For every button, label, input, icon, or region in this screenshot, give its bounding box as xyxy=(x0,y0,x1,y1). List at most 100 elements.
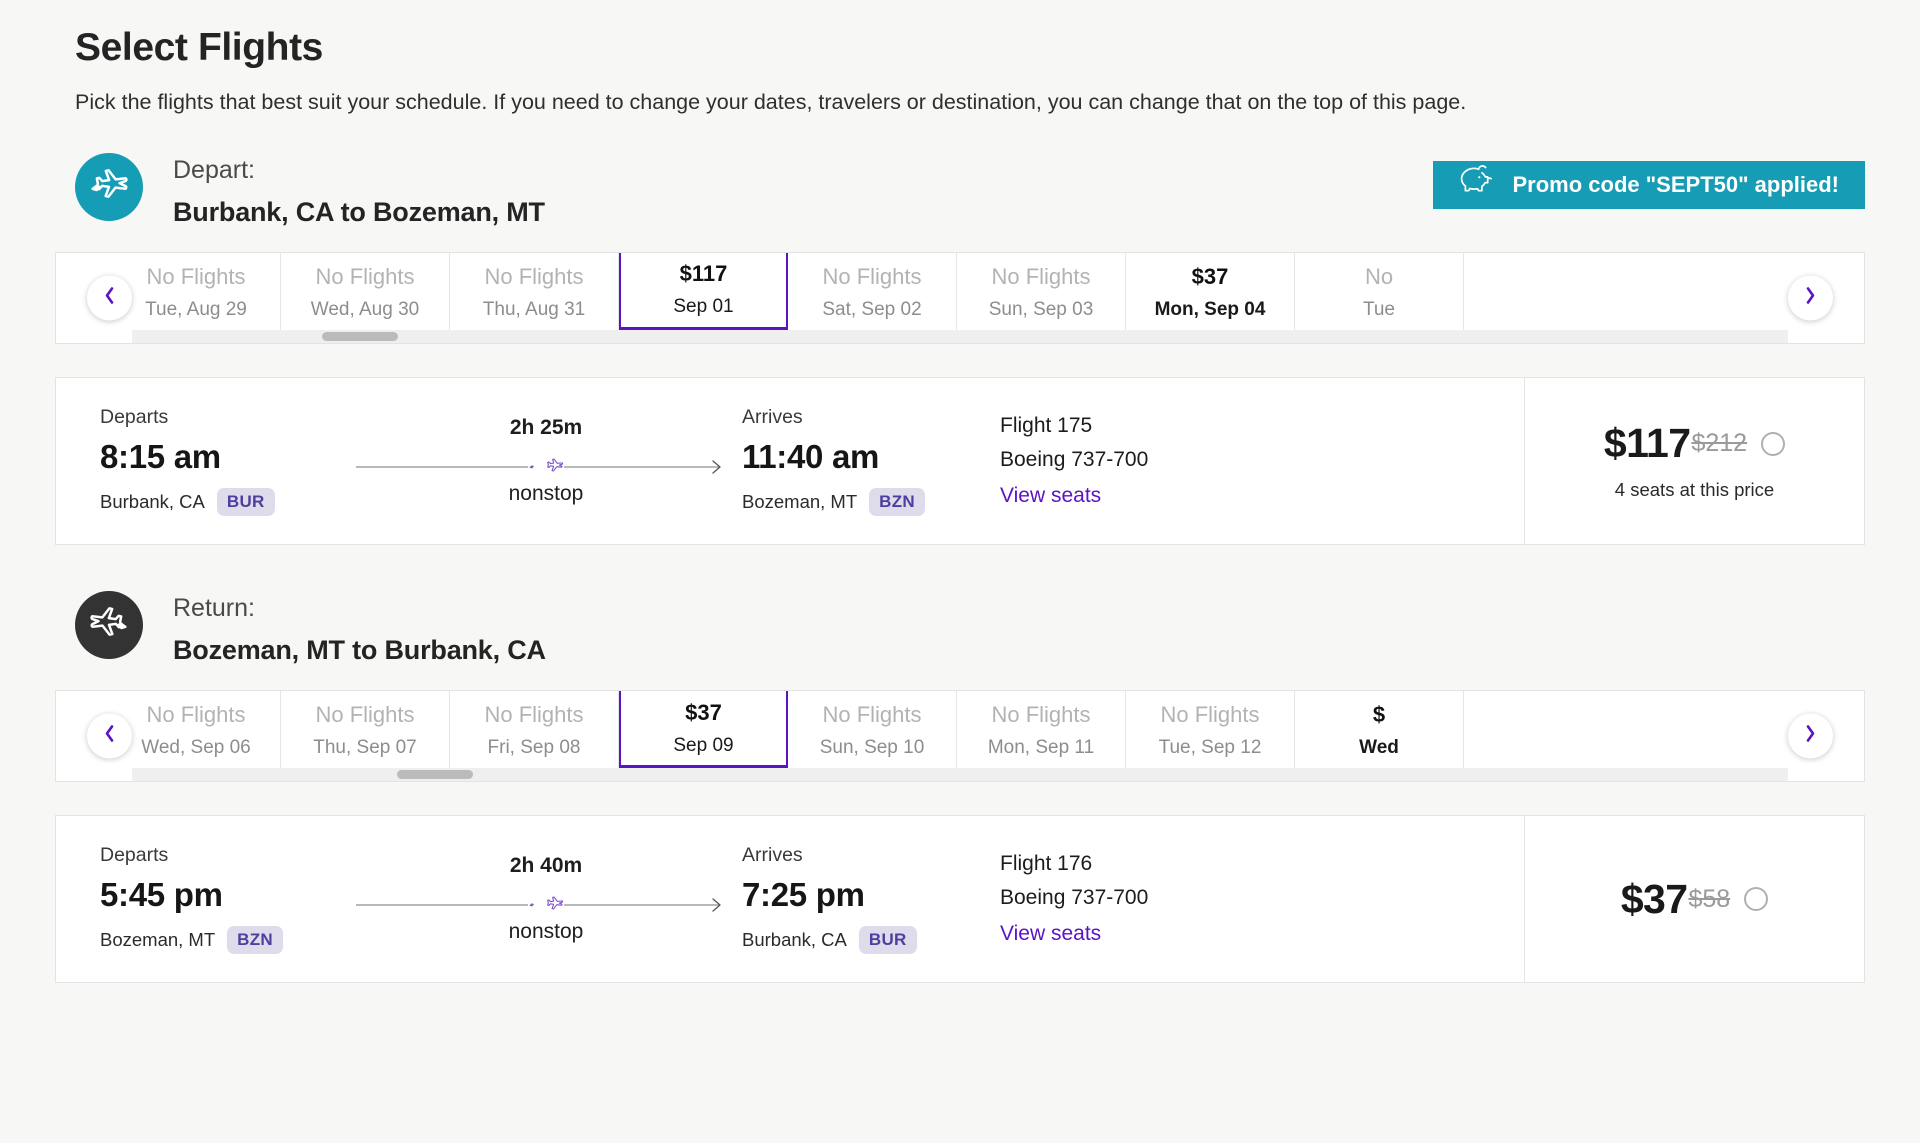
arrives-city-row: Bozeman, MT BZN xyxy=(742,487,992,516)
date-cell[interactable]: No Flights Sun, Sep 03 xyxy=(957,252,1126,332)
departs-label: Departs xyxy=(100,844,169,867)
depart-flight-card[interactable]: Departs 8:15 am Burbank, CA BUR 2h 25m xyxy=(55,376,1865,545)
arrives-airport-code: BUR xyxy=(858,926,917,955)
return-date-cells: hts p 05 No Flights Wed, Sep 06 No Fligh… xyxy=(56,691,1464,781)
depart-text-block: Depart: Burbank, CA to Bozeman, MT xyxy=(173,153,545,228)
date-cell-price: No Flights xyxy=(484,263,584,289)
date-cell-price: $37 xyxy=(1191,263,1229,289)
date-cell[interactable]: No Flights Tue, Sep 12 xyxy=(1126,691,1295,771)
return-view-seats-link[interactable]: View seats xyxy=(1000,922,1102,946)
depart-date-strip[interactable]: g 28 No Flights Tue, Aug 29 No Flights W… xyxy=(55,251,1865,344)
arrives-label: Arrives xyxy=(742,405,803,428)
chevron-right-icon xyxy=(1804,285,1817,310)
date-cell[interactable]: $ Wed xyxy=(1295,691,1464,771)
arrives-city-row: Burbank, CA BUR xyxy=(742,926,992,955)
date-cell-price: No Flights xyxy=(484,702,584,728)
return-prev-dates-button[interactable] xyxy=(87,713,132,759)
date-cell-day: Tue, Sep 12 xyxy=(1158,737,1262,759)
return-strip-scroll-thumb[interactable] xyxy=(397,770,473,780)
arrives-time: 7:25 pm xyxy=(742,876,865,914)
date-cell-selected[interactable]: $117 Sep 01 xyxy=(619,252,788,334)
return-price-row: $37 $58 xyxy=(1621,876,1769,923)
return-strip-scrollbar[interactable] xyxy=(132,768,1864,782)
depart-price-block[interactable]: $117 $212 4 seats at this price xyxy=(1524,377,1864,544)
depart-route: Burbank, CA to Bozeman, MT xyxy=(173,196,545,227)
date-cell-price: No Flights xyxy=(822,263,922,289)
return-date-strip[interactable]: hts p 05 No Flights Wed, Sep 06 No Fligh… xyxy=(55,690,1865,783)
airplane-left-icon xyxy=(75,590,143,659)
date-cell-price: $37 xyxy=(685,699,722,725)
depart-flight-info: Flight 175 Boeing 737-700 View seats xyxy=(992,409,1282,513)
date-cell-day: Thu, Sep 07 xyxy=(313,737,417,759)
promo-banner: Promo code "SEPT50" applied! xyxy=(1432,160,1865,209)
arrives-city: Burbank, CA xyxy=(742,929,847,951)
date-cell[interactable]: No Flights Fri, Sep 08 xyxy=(450,691,619,771)
page-subtitle: Pick the flights that best suit your sch… xyxy=(75,90,1467,114)
depart-prev-dates-button[interactable] xyxy=(87,275,132,321)
piggy-bank-icon xyxy=(1455,165,1495,204)
date-cell[interactable]: No Flights Wed, Sep 06 xyxy=(112,691,281,771)
departs-airport-code: BZN xyxy=(227,926,283,955)
depart-price-row: $117 $212 xyxy=(1603,420,1786,467)
date-cell[interactable]: No Tue xyxy=(1295,252,1464,332)
date-cell[interactable]: No Flights Mon, Sep 11 xyxy=(957,691,1126,771)
depart-label: Depart: xyxy=(173,155,255,184)
date-cell-selected[interactable]: $37 Sep 09 xyxy=(619,691,788,773)
depart-strip-scrollbar[interactable] xyxy=(132,329,1864,343)
date-cell-price: No Flights xyxy=(991,263,1091,289)
date-cell-price: No Flights xyxy=(1160,702,1260,728)
return-flight-number: Flight 176 xyxy=(1000,852,1093,876)
date-cell[interactable]: $37 Mon, Sep 04 xyxy=(1126,252,1295,332)
date-cell-price: No Flights xyxy=(146,263,246,289)
return-aircraft: Boeing 737-700 xyxy=(1000,886,1149,910)
return-price-block[interactable]: $37 $58 xyxy=(1524,816,1864,983)
return-price-original: $58 xyxy=(1688,884,1731,913)
depart-select-radio[interactable] xyxy=(1761,431,1786,456)
return-route-line xyxy=(356,896,736,919)
airplane-right-icon xyxy=(75,152,143,221)
return-next-dates-button[interactable] xyxy=(1788,713,1833,759)
departs-airport-code: BUR xyxy=(216,487,275,516)
depart-view-seats-link[interactable]: View seats xyxy=(1000,483,1102,507)
date-cell[interactable]: No Flights Tue, Aug 29 xyxy=(112,252,281,332)
date-cell-day: Mon, Sep 11 xyxy=(987,737,1095,759)
departs-city: Bozeman, MT xyxy=(100,929,216,951)
date-cell-day: Sep 09 xyxy=(673,734,734,756)
return-destination-block: Arrives 7:25 pm Burbank, CA BUR xyxy=(742,844,992,955)
date-cell[interactable]: No Flights Sun, Sep 10 xyxy=(788,691,957,771)
depart-route-graphic: 2h 25m nonstop xyxy=(356,416,736,506)
date-cell-price: No Flights xyxy=(315,263,415,289)
depart-header: Depart: Burbank, CA to Bozeman, MT Promo… xyxy=(55,152,1865,228)
depart-date-cells: g 28 No Flights Tue, Aug 29 No Flights W… xyxy=(56,252,1464,343)
page-title: Select Flights xyxy=(75,26,323,69)
depart-seats-note: 4 seats at this price xyxy=(1614,479,1775,501)
depart-aircraft: Boeing 737-700 xyxy=(1000,447,1149,471)
return-route: Bozeman, MT to Burbank, CA xyxy=(173,635,546,666)
depart-price: $117 xyxy=(1603,420,1691,467)
depart-next-dates-button[interactable] xyxy=(1788,275,1833,321)
return-origin-block: Departs 5:45 pm Bozeman, MT BZN xyxy=(100,844,350,955)
date-cell-price: No Flights xyxy=(315,702,415,728)
date-cell[interactable]: No Flights Sat, Sep 02 xyxy=(788,252,957,332)
date-cell[interactable]: No Flights Thu, Sep 07 xyxy=(281,691,450,771)
return-text-block: Return: Bozeman, MT to Burbank, CA xyxy=(173,591,546,666)
date-cell-day: Tue, Aug 29 xyxy=(145,298,247,320)
chevron-right-icon xyxy=(1804,724,1817,749)
return-stops: nonstop xyxy=(508,920,584,944)
depart-strip-scroll-thumb[interactable] xyxy=(322,331,398,341)
date-cell[interactable]: No Flights Thu, Aug 31 xyxy=(450,252,619,332)
return-flight-info: Flight 176 Boeing 737-700 View seats xyxy=(992,847,1282,951)
return-select-radio[interactable] xyxy=(1744,887,1769,912)
arrives-airport-code: BZN xyxy=(869,487,925,516)
return-flight-card[interactable]: Departs 5:45 pm Bozeman, MT BZN 2h 40m xyxy=(55,815,1865,984)
date-cell-day: Sun, Sep 03 xyxy=(988,298,1094,320)
departs-label: Departs xyxy=(100,405,169,428)
date-cell-price: $ xyxy=(1372,702,1386,728)
date-cell-day: Sun, Sep 10 xyxy=(819,737,925,759)
date-cell-day: Sat, Sep 02 xyxy=(822,298,922,320)
departs-time: 5:45 pm xyxy=(100,876,223,914)
date-cell-price: No xyxy=(1364,263,1394,289)
date-cell[interactable]: No Flights Wed, Aug 30 xyxy=(281,252,450,332)
return-flight-main: Departs 5:45 pm Bozeman, MT BZN 2h 40m xyxy=(56,816,1524,982)
